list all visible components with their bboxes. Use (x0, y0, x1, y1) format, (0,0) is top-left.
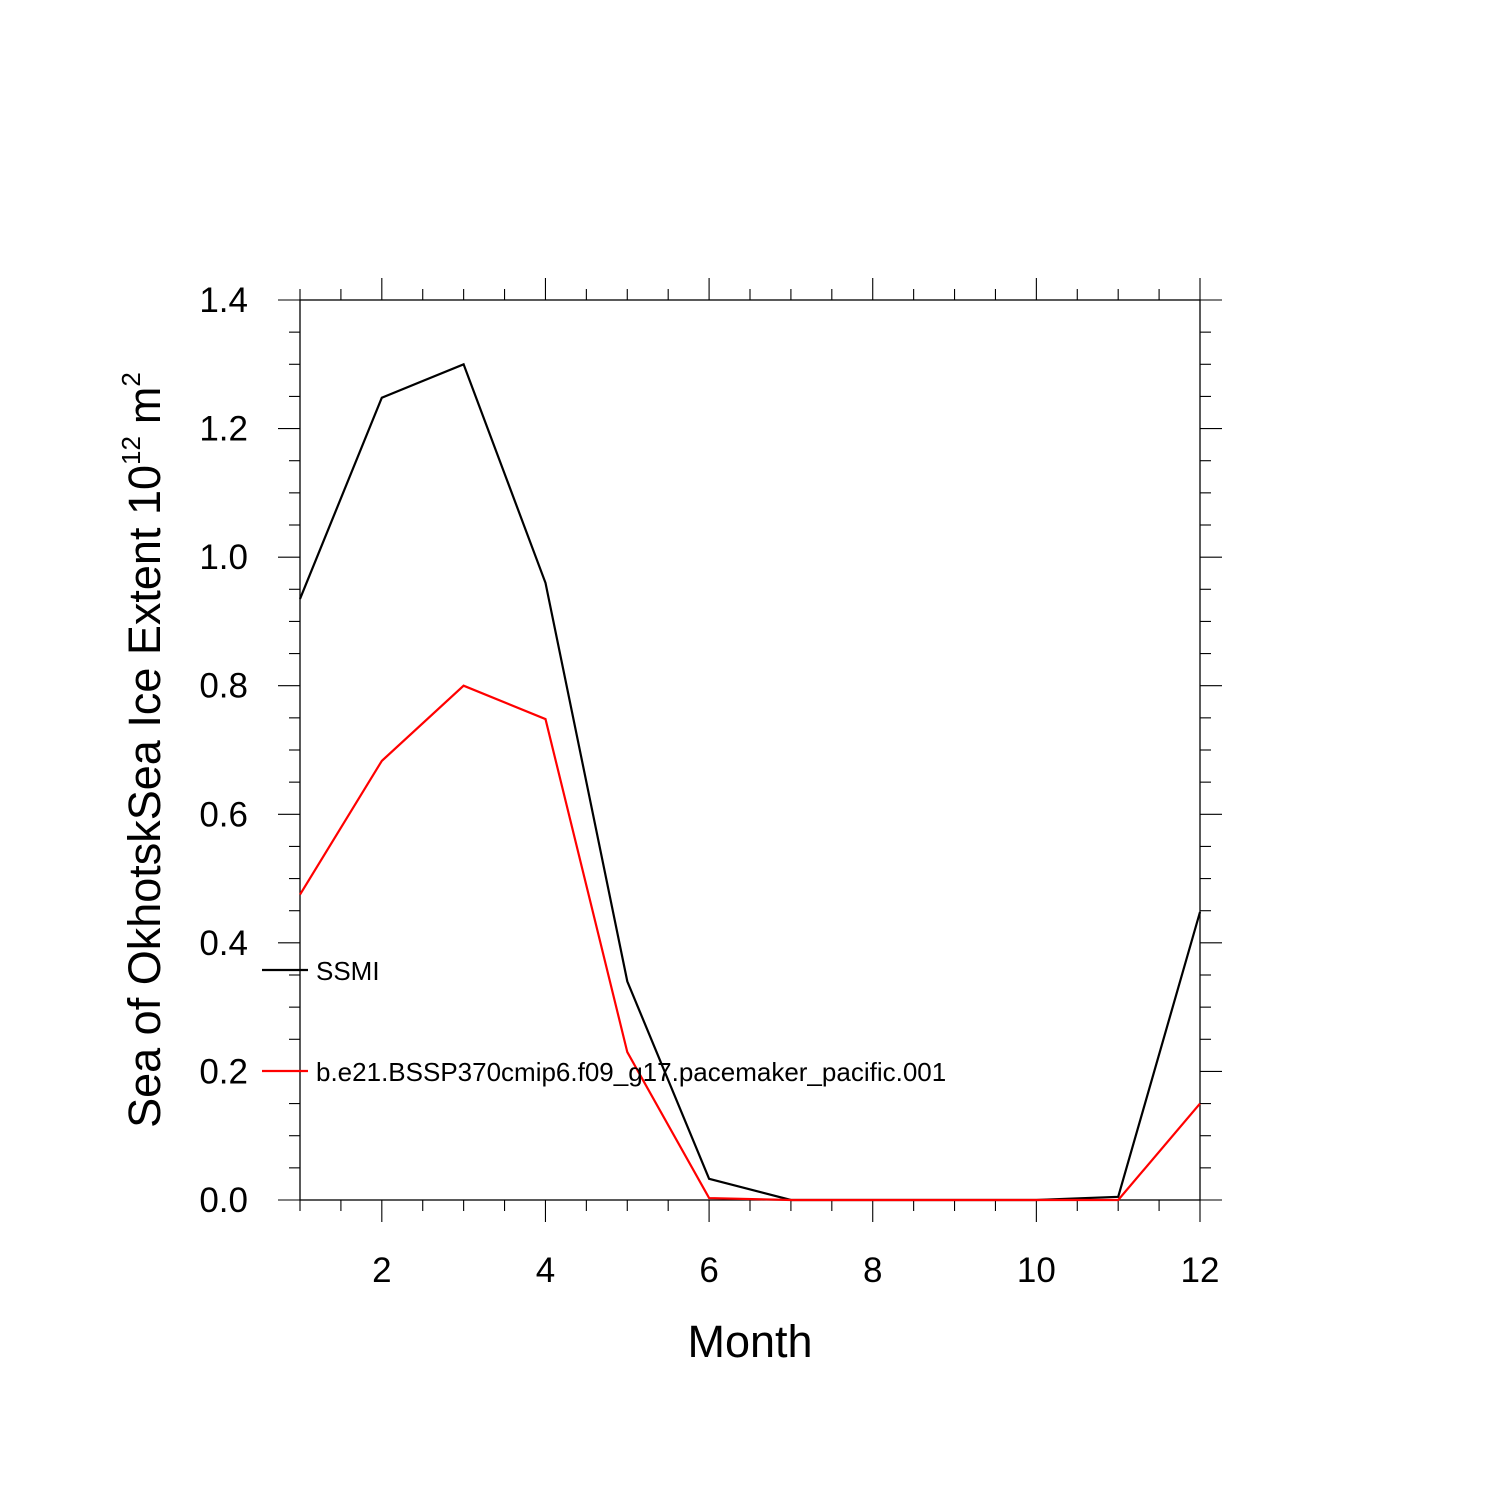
tick-labels: 2 4 6 8 10 12 0.0 0.2 0.4 0.6 0.8 1.0 1.2 1.4 (199, 281, 1219, 1290)
y-axis-label-unit-exponent: 2 (116, 372, 146, 386)
y-tick-label: 0.0 (199, 1181, 248, 1220)
y-axis-label-text: Sea of OkhotskSea Ice Extent 10 (119, 465, 170, 1128)
legend-label-1: b.e21.BSSP370cmip6.f09_g17.pacemaker_pac… (316, 1057, 946, 1087)
y-tick-label: 0.2 (199, 1052, 248, 1091)
x-tick-label: 10 (1017, 1251, 1056, 1290)
y-tick-label: 0.8 (199, 667, 248, 706)
x-tick-label: 8 (863, 1251, 882, 1290)
series-line-1 (299, 684, 1201, 1202)
y-tick-label: 1.0 (199, 538, 248, 577)
y-axis-label-unit: m (119, 387, 170, 425)
x-axis-label: Month (687, 1316, 812, 1367)
x-tick-label: 2 (372, 1251, 391, 1290)
y-tick-label: 1.4 (199, 281, 248, 320)
x-tick-label: 4 (536, 1251, 555, 1290)
series-lines (298, 362, 1202, 1202)
y-tick-label: 0.6 (199, 795, 248, 834)
x-tick-label: 12 (1181, 1251, 1220, 1290)
y-tick-label: 1.2 (199, 410, 248, 449)
x-tick-label: 6 (699, 1251, 718, 1290)
tick-marks (278, 278, 1222, 1222)
legend: SSMI b.e21.BSSP370cmip6.f09_g17.pacemaker… (262, 956, 946, 1087)
y-tick-label: 0.4 (199, 924, 248, 963)
y-axis-label: Sea of OkhotskSea Ice Extent 1012 m2 (116, 372, 170, 1128)
legend-label-0: SSMI (316, 956, 380, 986)
y-axis-label-exponent: 12 (116, 436, 146, 465)
